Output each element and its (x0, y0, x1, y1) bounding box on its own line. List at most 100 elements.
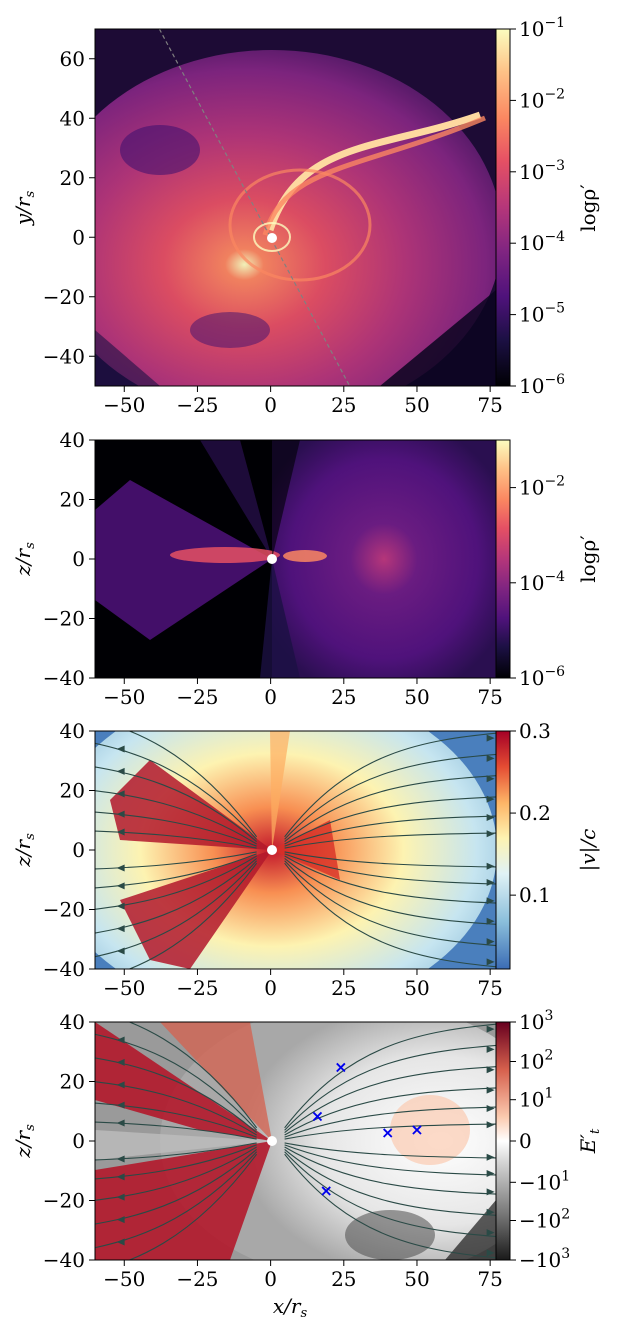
streamline (284, 855, 496, 904)
streamline-arrow (486, 1153, 495, 1161)
streamline-arrow (486, 917, 495, 925)
streamline-arrow (116, 1081, 125, 1089)
x-axis-ticks: −50 −25 0 25 50 75 (103, 678, 503, 709)
streamline-arrow (116, 947, 125, 955)
streamline (284, 851, 496, 868)
streamline-arrow (117, 723, 125, 730)
streamline (127, 1022, 258, 1129)
streamline (284, 753, 496, 840)
y-axis-label: z/rs (11, 1124, 38, 1159)
y-tick-label: 0 (72, 1129, 85, 1153)
x-tick-label: 50 (404, 976, 429, 1000)
x-tick-label: 0 (264, 1267, 277, 1291)
streamline-arrow (116, 745, 125, 753)
x-tick-label: 75 (477, 976, 502, 1000)
cross-marker: × (410, 1120, 423, 1139)
streamline-arrow (116, 902, 125, 910)
y-tick-label: 20 (60, 488, 85, 512)
streamline-arrow (116, 790, 125, 798)
colorbar-tick-label: 10−4 (519, 569, 565, 595)
streamline (284, 1044, 496, 1131)
colorbar-label: logρ′ (576, 535, 600, 583)
y-tick-label: 20 (60, 779, 85, 803)
colorbar (495, 28, 511, 387)
central-object-marker (267, 233, 277, 243)
streamline-arrow (486, 1066, 495, 1074)
y-tick-label: 40 (60, 106, 85, 130)
x-tick-label: 0 (264, 685, 277, 709)
x-axis-ticks: −50 −25 0 25 50 75 (103, 969, 503, 1000)
central-object-marker (267, 845, 277, 855)
streamline (95, 811, 257, 847)
streamline (284, 1087, 496, 1136)
streamline-arrow (116, 1155, 125, 1163)
streamline-arrow (116, 925, 125, 933)
streamline-arrow (486, 938, 495, 946)
streamline-arrow (486, 862, 495, 870)
colorbar-tick-label: 10−6 (519, 664, 565, 690)
streamline (284, 862, 496, 968)
density-map-xy (95, 29, 496, 386)
streamline (95, 1057, 257, 1134)
y-tick-label: 40 (60, 1010, 85, 1034)
streamline-arrow (486, 1229, 495, 1237)
panel-energy: × × × × × −50 −25 0 25 50 75 −40 −20 0 20 40 z/rs x/r… (11, 1008, 603, 1321)
x-tick-label: −50 (103, 976, 145, 1000)
y-axis-label: z/rs (11, 833, 38, 868)
streamline-arrow (486, 1208, 495, 1216)
streamline (95, 855, 257, 910)
y-tick-label: 0 (72, 225, 85, 249)
streamline (95, 1033, 258, 1131)
streamline (284, 1023, 496, 1129)
x-tick-label: 50 (404, 685, 429, 709)
streamline (95, 860, 258, 958)
streamline-arrow (486, 830, 495, 838)
y-tick-label: 0 (72, 838, 85, 862)
y-tick-label: −20 (43, 607, 85, 631)
colorbar-tick-label: 0.1 (519, 883, 551, 907)
streamline (95, 766, 257, 843)
density-map-xz (95, 440, 496, 678)
x-tick-label: −50 (103, 685, 145, 709)
colorbar (495, 730, 511, 970)
y-tick-label: 40 (60, 719, 85, 743)
colorbar-tick-label: 0.2 (519, 801, 551, 825)
central-object-marker (267, 554, 277, 564)
streamline-arrow (486, 879, 495, 887)
streamline-arrow (116, 1173, 125, 1181)
streamline-arrow (117, 1014, 125, 1021)
y-tick-label: 40 (60, 428, 85, 452)
y-tick-label: 0 (72, 547, 85, 571)
streamline (95, 1144, 257, 1180)
x-axis-ticks: −50 −25 0 25 50 75 (103, 1260, 503, 1291)
y-axis-ticks: −40 −20 0 20 40 60 (43, 47, 95, 368)
streamline (95, 1121, 257, 1140)
colorbar-label: E′t (576, 1128, 603, 1154)
colorbar-ticks: 103 102 101 0 −101 −102 −103 (510, 1008, 570, 1272)
streamline (284, 1148, 496, 1216)
streamline-arrow (116, 1101, 125, 1109)
colorbar-label: logρ′ (576, 184, 600, 232)
colorbar-tick-label: 10−2 (519, 86, 565, 112)
x-tick-label: −25 (176, 976, 218, 1000)
streamlines (95, 1014, 496, 1260)
streamline (127, 1153, 258, 1260)
colorbar-ticks: 10−1 10−2 10−3 10−4 10−5 10−6 (510, 15, 565, 398)
colorbar-tick-label: −103 (519, 1246, 570, 1272)
streamline-arrow (116, 810, 125, 818)
energy-map (95, 1014, 496, 1260)
colorbar-tick-label: −101 (519, 1168, 570, 1194)
streamline (284, 1146, 496, 1195)
x-tick-label: 25 (331, 976, 356, 1000)
x-tick-label: 75 (477, 393, 502, 417)
velocity-map (95, 723, 496, 969)
streamline-arrow (486, 1249, 495, 1257)
colorbar-tick-label: 101 (519, 1086, 553, 1112)
y-tick-label: −40 (43, 666, 85, 690)
streamline (95, 790, 257, 845)
streamline (95, 1142, 257, 1161)
x-tick-label: 0 (264, 976, 277, 1000)
colorbar-tick-label: 102 (519, 1048, 553, 1074)
